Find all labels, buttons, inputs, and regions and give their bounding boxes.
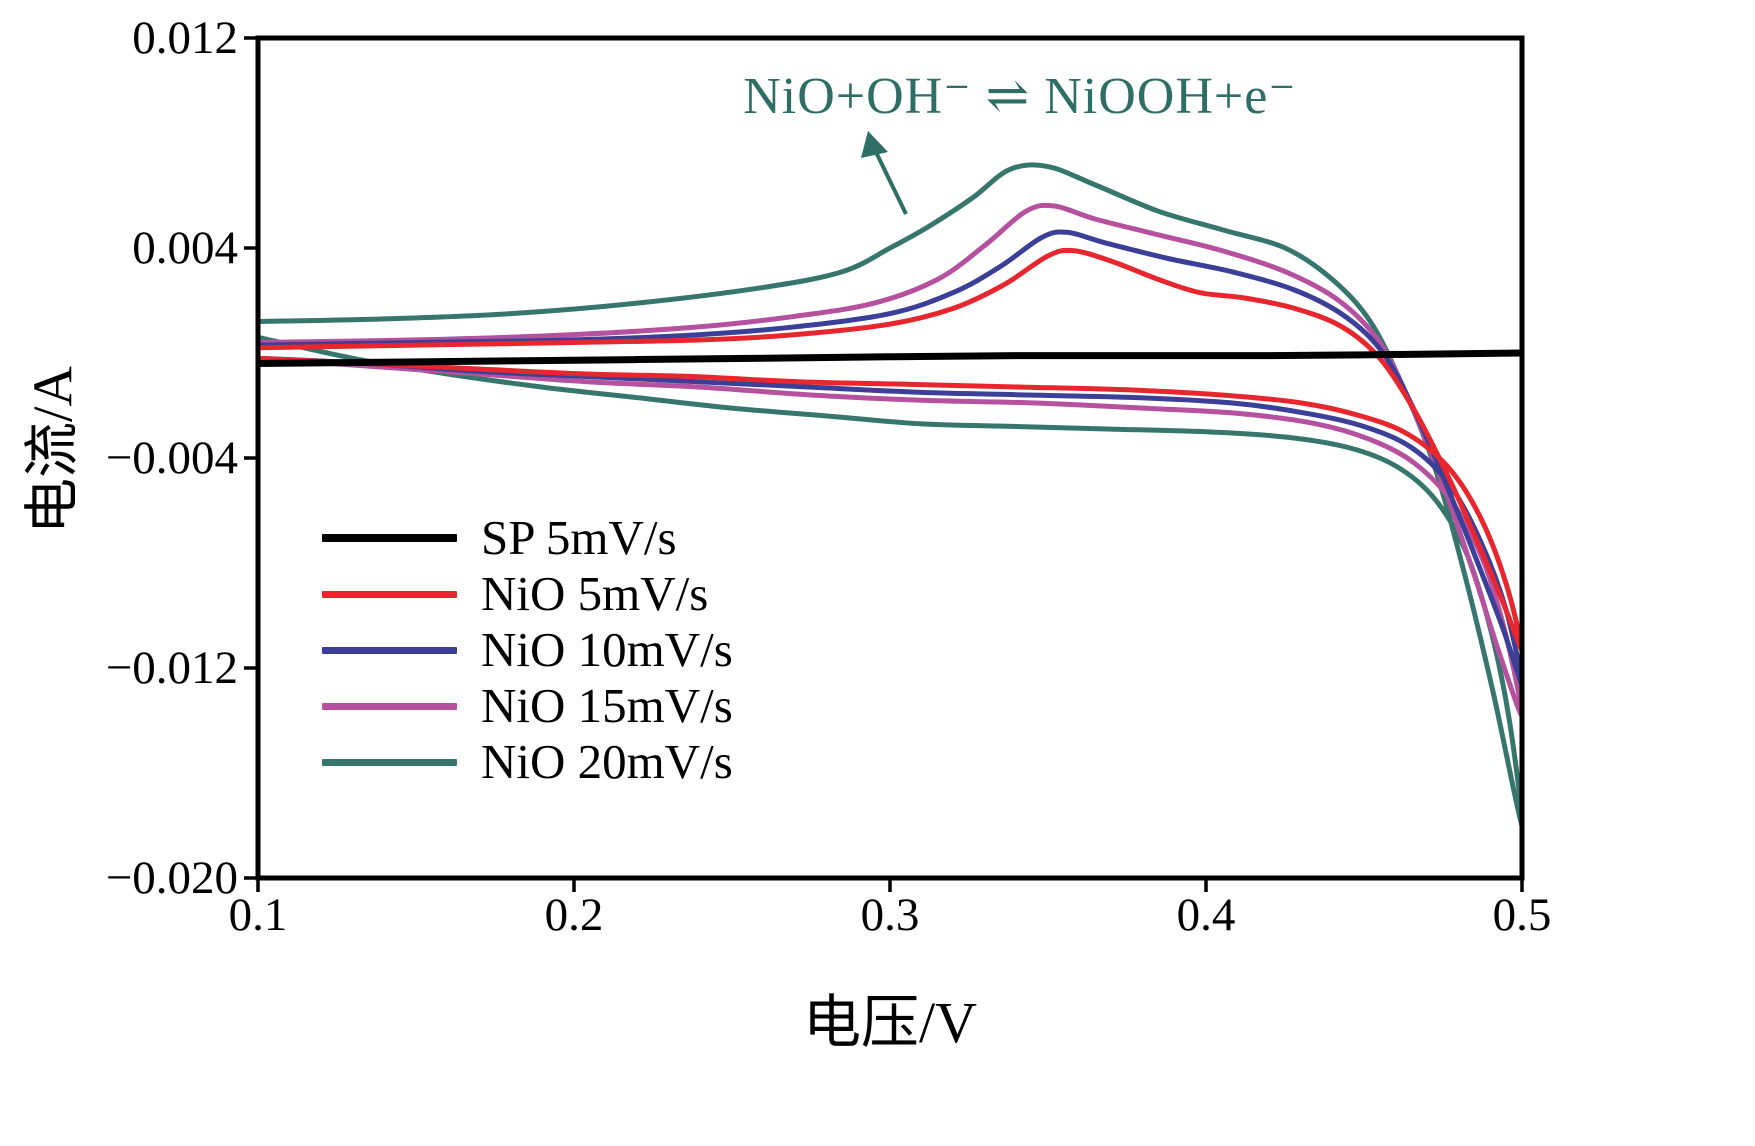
legend-swatch-nio-10mvs: [322, 646, 457, 654]
y-tick-label: 0.012: [132, 12, 238, 64]
axes-layer: [244, 35, 1525, 892]
x-tick-label: 0.4: [1176, 889, 1236, 941]
y-tick-label: −0.012: [105, 642, 238, 694]
legend-item: NiO 5mV/s: [322, 566, 733, 622]
legend-item: SP 5mV/s: [322, 510, 733, 566]
curve-nio-20mv-s: [258, 162, 1522, 829]
legend-label: NiO 20mV/s: [481, 734, 733, 789]
x-tick-label: 0.1: [228, 889, 288, 941]
x-axis-title: 电压/V: [802, 990, 978, 1055]
legend-label: NiO 15mV/s: [481, 678, 733, 733]
curve-nio-5mv-s: [258, 247, 1522, 653]
legend-label: NiO 10mV/s: [481, 622, 733, 677]
legend-item: NiO 10mV/s: [322, 622, 733, 678]
legend-swatch-nio-20mvs: [322, 758, 457, 766]
curve-nio-15mv-s: [258, 202, 1522, 718]
curve-nio-10mv-s: [258, 229, 1522, 687]
curve-sp-5mv-s: [258, 349, 1522, 367]
x-tick-label: 0.3: [860, 889, 920, 941]
legend-swatch-nio-5mvs: [322, 590, 457, 598]
y-tick-label: −0.004: [105, 432, 238, 484]
x-tick-label: 0.2: [544, 889, 604, 941]
legend-label: NiO 5mV/s: [481, 566, 709, 621]
annotation-arrow-shaft: [872, 147, 908, 215]
annotation-arrow-head: [861, 131, 888, 158]
y-tick-label: −0.020: [105, 852, 238, 904]
legend-item: NiO 15mV/s: [322, 678, 733, 734]
legend-swatch-sp-5mvs: [322, 534, 457, 542]
x-tick-label: 0.5: [1492, 889, 1552, 941]
legend-label: SP 5mV/s: [481, 510, 677, 565]
y-tick-label: 0.004: [132, 222, 238, 274]
reaction-annotation: NiO+OH⁻ ⇌ NiOOH+e⁻: [743, 68, 1297, 125]
legend-swatch-nio-15mvs: [322, 702, 457, 710]
legend-item: NiO 20mV/s: [322, 734, 733, 790]
curves-layer: [258, 162, 1522, 829]
legend: SP 5mV/s NiO 5mV/s NiO 10mV/s NiO 15mV/s…: [322, 510, 733, 790]
annotation-arrow: [861, 131, 908, 215]
y-axis-title: 电流/A: [22, 366, 85, 534]
